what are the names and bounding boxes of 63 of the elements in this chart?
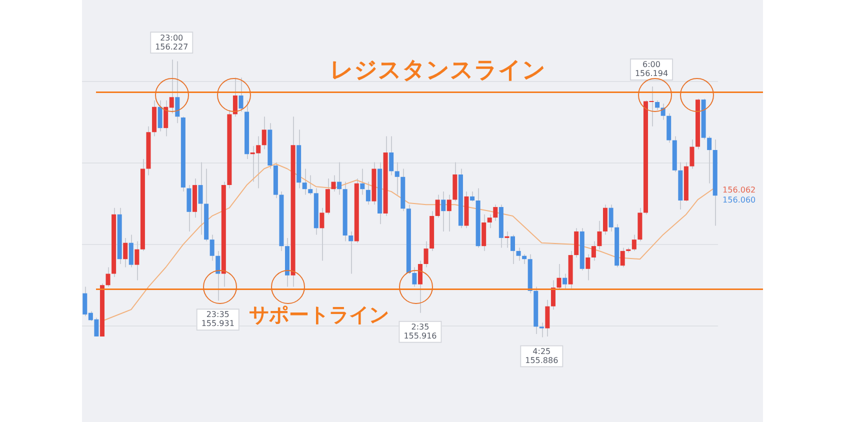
- candlestick: [435, 194, 440, 218]
- candlestick: [262, 116, 266, 150]
- candlestick: [487, 214, 492, 229]
- text: 156.062: [722, 186, 756, 195]
- candlestick: [597, 220, 602, 250]
- candlestick: [446, 194, 452, 232]
- candlestick: [106, 266, 110, 288]
- candlestick: [510, 234, 515, 264]
- candlestick: [175, 60, 180, 124]
- ref-line-label: サポートライン: [249, 302, 390, 326]
- candlestick: [603, 204, 608, 236]
- candlestick: [562, 273, 568, 291]
- candlestick: [394, 162, 400, 196]
- candlestick: [424, 240, 428, 268]
- candlestick: [302, 168, 307, 196]
- candlestick: [470, 191, 475, 202]
- candlestick: [482, 214, 486, 252]
- candlestick: [441, 191, 446, 232]
- candlestick: [556, 264, 562, 291]
- candlestick: [331, 174, 336, 192]
- candlestick: [655, 100, 660, 111]
- annotation: 23:35 155.931: [201, 310, 234, 328]
- annotation: 6:00 156.194: [634, 60, 668, 78]
- candlestick: [216, 250, 220, 302]
- candlestick: [493, 204, 498, 222]
- candlestick: [128, 234, 134, 268]
- candlestick: [591, 240, 596, 262]
- candlestick: [690, 138, 694, 170]
- candlestick: [608, 204, 614, 232]
- candlestick: [360, 168, 365, 196]
- candlestick: [238, 77, 244, 112]
- candlestick: [348, 230, 354, 274]
- annotation: 23:00 156.227: [155, 33, 188, 52]
- candlestick: [539, 322, 544, 338]
- annotation: 2:35 155.916: [404, 322, 437, 340]
- annotation: 4:25 155.886: [525, 346, 558, 365]
- candlestick: [325, 178, 330, 215]
- candlestick: [198, 162, 203, 236]
- candlestick: [522, 254, 527, 264]
- candlestick: [707, 136, 712, 184]
- candlestick: [337, 162, 342, 196]
- ref-line-label: レジスタンスライン: [330, 58, 546, 84]
- candlestick: [550, 280, 556, 310]
- candlestick: [186, 184, 192, 232]
- candlestick: [632, 234, 636, 252]
- candlestick: [308, 174, 313, 196]
- candlestick: [366, 181, 370, 206]
- candlestick: [545, 299, 550, 337]
- candlestick: [586, 254, 590, 281]
- candlestick: [210, 234, 214, 262]
- candlestick: [516, 247, 521, 262]
- candlestick: [389, 136, 394, 176]
- candlestick: [158, 100, 162, 132]
- text: 156.060: [722, 196, 756, 205]
- candlestick: [134, 240, 140, 281]
- candlestick: [123, 237, 128, 268]
- candlestick: [574, 228, 579, 258]
- candlestick: [320, 207, 324, 262]
- candlestick: [418, 260, 422, 314]
- candlestick: [504, 230, 510, 248]
- candlestick: [620, 247, 625, 268]
- candlestick: [232, 77, 238, 118]
- candlestick: [412, 266, 417, 288]
